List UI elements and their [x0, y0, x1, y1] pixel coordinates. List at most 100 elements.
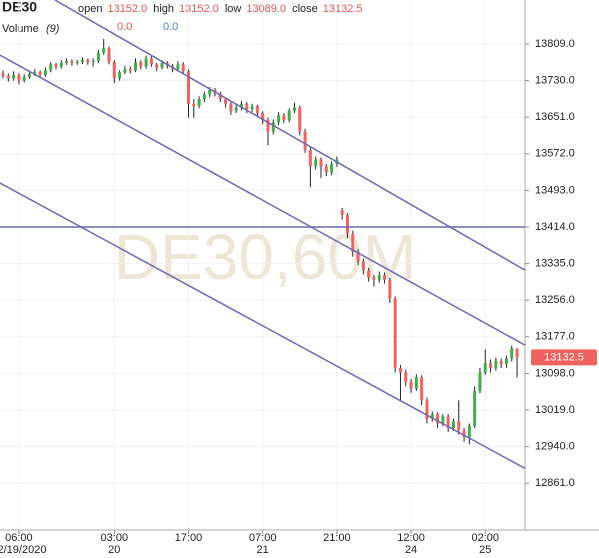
watermark: DE30,60M — [114, 221, 416, 293]
candle-body — [441, 416, 445, 424]
y-tick-label: 13414.0 — [535, 221, 575, 233]
candle-body — [160, 63, 164, 68]
candle-body — [494, 360, 498, 368]
x-tick-date: 02/19/2020 — [0, 544, 46, 556]
candle-body — [409, 381, 413, 389]
field-name: high — [153, 3, 174, 15]
candle-body — [239, 103, 243, 108]
x-tick-label: 03:00 — [101, 532, 129, 544]
trend-line — [54, 0, 526, 271]
candle-body — [489, 363, 493, 368]
candle-body — [202, 94, 206, 100]
candle-body — [319, 159, 323, 167]
field-name: low — [225, 3, 242, 15]
candle-body — [499, 360, 503, 365]
candle-body — [457, 421, 461, 431]
field-name: open — [78, 3, 102, 15]
x-tick-date: 20 — [108, 544, 120, 556]
candle-body — [186, 71, 190, 104]
candle-body — [467, 425, 471, 438]
candle-body — [361, 261, 365, 271]
candle-body — [515, 348, 519, 358]
candle-body — [388, 279, 392, 299]
candle-body — [12, 75, 16, 79]
candle-body — [250, 106, 254, 110]
candle-body — [6, 75, 10, 79]
candle-body — [473, 391, 477, 426]
candle-body — [462, 430, 466, 438]
candle-body — [176, 64, 180, 70]
candle-body — [86, 59, 90, 63]
y-tick-label: 13730.0 — [535, 75, 575, 87]
candle-body — [351, 233, 355, 253]
candle-body — [234, 107, 238, 111]
x-tick-label: 06:00 — [5, 532, 33, 544]
candle-body — [128, 69, 132, 71]
candle-body — [181, 64, 185, 72]
x-tick-date: 24 — [405, 544, 417, 556]
candle-body — [255, 106, 259, 114]
candle-body — [1, 73, 5, 76]
candle-body — [266, 119, 270, 132]
candle-body — [144, 58, 148, 67]
candle-body — [192, 103, 196, 107]
candle-body — [398, 367, 402, 373]
candle-body — [17, 75, 21, 81]
candle-body — [218, 93, 222, 100]
candle-body — [155, 64, 159, 68]
field-value: 13089.0 — [246, 3, 286, 15]
volume-period: (9) — [46, 23, 60, 35]
candle-body — [414, 377, 418, 389]
y-tick-label: 13572.0 — [535, 148, 575, 160]
candle-body — [134, 62, 138, 71]
candle-body — [118, 72, 122, 79]
x-tick-date: 21 — [257, 544, 269, 556]
candle-body — [102, 48, 106, 53]
candle-body — [197, 99, 201, 107]
candle-body — [81, 59, 85, 63]
y-tick-label: 13256.0 — [535, 294, 575, 306]
candle-body — [49, 64, 53, 71]
candle-body — [345, 214, 349, 234]
field-name: close — [292, 3, 318, 15]
y-tick-label: 13809.0 — [535, 38, 575, 50]
candle-body — [404, 372, 408, 382]
candle-body — [308, 150, 312, 167]
candle-body — [324, 166, 328, 173]
candle-body — [112, 62, 116, 79]
candle-body — [107, 48, 111, 63]
y-tick-label: 12940.0 — [535, 441, 575, 453]
candle-body — [372, 277, 376, 280]
candle-body — [282, 115, 286, 120]
candle-body — [446, 416, 450, 429]
candle-body — [393, 298, 397, 368]
candle-body — [314, 159, 318, 167]
candle-body — [208, 89, 212, 95]
last-price-label: 13132.5 — [544, 351, 584, 363]
candle-body — [59, 63, 63, 67]
candle-body — [510, 348, 514, 359]
trend-line — [0, 54, 526, 346]
candle-body — [75, 62, 79, 64]
candle-body — [436, 414, 440, 424]
candle-body — [356, 252, 360, 262]
candle-body — [420, 377, 424, 401]
candle-body — [377, 275, 381, 280]
candle-body — [70, 61, 74, 64]
x-tick-date: 25 — [479, 544, 491, 556]
candle-body — [367, 270, 371, 278]
volume-value: 0.0 — [163, 21, 178, 33]
candle-body — [292, 107, 296, 111]
volume-value: 0.0 — [117, 21, 132, 33]
candle-body — [224, 99, 228, 104]
candle-body — [65, 61, 69, 64]
x-tick-label: 02:00 — [471, 532, 499, 544]
candle-body — [340, 210, 344, 215]
candle-body — [43, 70, 47, 76]
candle-body — [451, 421, 455, 429]
volume-label: Volume — [2, 23, 39, 35]
y-tick-label: 13335.0 — [535, 258, 575, 270]
candle-body — [96, 52, 100, 62]
candle-body — [383, 275, 387, 280]
